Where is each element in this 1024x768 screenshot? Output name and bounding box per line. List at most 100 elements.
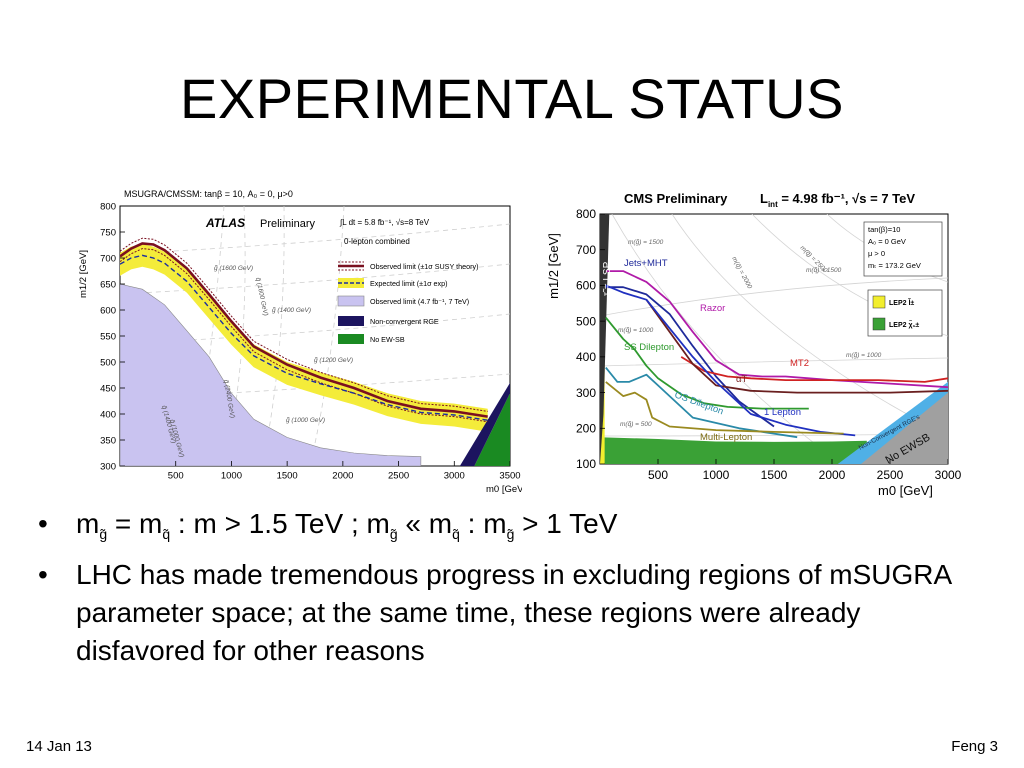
atlas-contour-label: g̃ (1000 GeV) [286,417,325,424]
atlas-legend: Observed limit (±1σ SUSY theory) Expecte… [337,261,479,344]
x-tick-label: 2500 [877,468,904,482]
series-expected-band [120,244,488,432]
cms-legend: LEP2 l̃± LEP2 χ̃₁± [867,289,943,337]
bullet-text: mg̃ = mq̃ : m > 1.5 TeV ; mg̃ « mq̃ : mg… [76,508,618,542]
atlas-xlabel: m0 [GeV] [486,484,522,495]
y-tick-label: 300 [576,386,596,400]
bullet-marker: • [38,559,48,590]
atlas-header: MSUGRA/CMSSM: tanβ = 10, A₀ = 0, μ>0 [124,189,293,199]
series-line [680,356,948,383]
cms-plot-svg: CMS Preliminary Lint = 4.98 fb⁻¹, √s = 7… [546,191,962,498]
cms-contour-label: m(q̃) = 1500 [806,267,842,274]
y-tick-label: 300 [100,461,116,472]
series-old-limit-area [120,283,422,466]
legend-swatch [338,334,364,344]
atlas-channel: 0-lepton combined [344,237,410,246]
x-tick-label: 3000 [444,471,465,482]
cms-param: μ > 0 [868,249,885,258]
series-observed-plus [120,237,488,412]
y-tick-label: 350 [100,435,116,446]
cms-curve-label: 1 Lepton [764,407,801,418]
x-tick-label: 500 [168,471,184,482]
x-tick-label: 1000 [703,468,730,482]
stau-lsp-region [600,214,610,464]
legend-swatch [872,295,886,309]
legend-swatch [337,295,365,307]
cms-curve-label: SS Dilepton [624,342,674,353]
slide-title: EXPERIMENTAL STATUS [180,67,844,130]
cms-exclusion-plot: CMS Preliminary Lint = 4.98 fb⁻¹, √s = 7… [542,186,968,500]
lep-chargino-region [600,437,867,464]
bullet-item: • LHC has made tremendous progress in ex… [38,556,988,670]
cms-param: A₀ = 0 GeV [868,237,906,246]
atlas-exclusion-plot: MSUGRA/CMSSM: tanβ = 10, A₀ = 0, μ>0 g̃ … [74,184,526,500]
x-tick-label: 500 [648,468,668,482]
cms-contour-label: m(q̃) = 1000 [618,327,654,334]
series-observed-minus [120,248,488,423]
y-tick-label: 600 [100,305,116,316]
y-tick-label: 800 [100,201,116,212]
footer-page: Feng 3 [951,738,998,755]
x-tick-label: 2000 [819,468,846,482]
legend-swatch [872,317,886,331]
atlas-legend-label: Observed limit (4.7 fb⁻¹, 7 TeV) [370,297,469,306]
bullet-item: • mg̃ = mq̃ : m > 1.5 TeV ; mg̃ « mq̃ : … [38,505,988,553]
y-tick-label: 600 [576,279,596,293]
atlas-contour-label: g̃ (1200 GeV) [314,357,353,364]
atlas-brand-suffix: Preliminary [260,218,316,230]
y-tick-label: 200 [576,421,596,435]
x-tick-label: 3500 [499,471,520,482]
series-line [645,299,948,394]
cms-curve-label: Razor [700,303,725,314]
atlas-legend-label: Observed limit (±1σ SUSY theory) [370,262,479,271]
y-tick-label: 700 [576,243,596,257]
y-tick-label: 500 [576,314,596,328]
cms-curve-label: Multi-Lepton [700,432,752,443]
footer-date: 14 Jan 13 [26,738,92,755]
cms-legend-label: LEP2 χ̃₁± [889,321,919,329]
cms-contour-label: m(g̃) = 1000 [846,352,882,359]
cms-curve-label: MT2 [790,358,809,369]
atlas-legend-label: Non-convergent RGE [370,317,439,326]
x-tick-label: 1500 [277,471,298,482]
y-tick-label: 400 [576,350,596,364]
atlas-legend-label: No EW-SB [370,335,405,344]
atlas-contour-label: g̃ (1400 GeV) [272,307,311,314]
y-tick-label: 750 [100,227,116,238]
no-ewsb-region [861,392,948,464]
series-line [605,286,775,428]
y-tick-label: 700 [100,253,116,264]
y-tick-label: 500 [100,357,116,368]
series-observed [120,242,488,418]
atlas-contour-label: g̃ (1600 GeV) [214,265,253,272]
y-tick-label: 400 [100,409,116,420]
cms-curve-label: αT [736,374,747,385]
y-tick-label: 800 [576,207,596,221]
bullet-marker: • [38,508,48,539]
x-tick-label: 1500 [761,468,788,482]
bullet-text: LHC has made tremendous progress in excl… [76,559,951,666]
atlas-lumi: ∫L dt = 5.8 fb⁻¹, √s=8 TeV [339,218,430,227]
y-tick-label: 650 [100,279,116,290]
y-tick-label: 550 [100,331,116,342]
y-tick-label: 100 [576,457,596,471]
cms-param: mₜ = 173.2 GeV [868,261,921,270]
cms-curve-label: τ̃ = LSP [602,261,613,296]
atlas-legend-label: Expected limit (±1σ exp) [370,279,448,288]
atlas-ylabel: m1/2 [GeV] [78,250,89,298]
cms-header: CMS Preliminary [624,191,728,206]
bullet-list: • mg̃ = mq̃ : m > 1.5 TeV ; mg̃ « mq̃ : … [38,505,988,670]
cms-legend-label: LEP2 l̃± [889,299,914,307]
series-expected [120,254,488,421]
no-ewsb-region [474,393,510,466]
legend-swatch [338,316,364,326]
y-tick-label: 450 [100,383,116,394]
cms-params-box: tan(β)=10 A₀ = 0 GeV μ > 0 mₜ = 173.2 Ge… [863,221,943,277]
x-tick-label: 1000 [221,471,242,482]
x-tick-label: 2000 [332,471,353,482]
atlas-plot-svg: MSUGRA/CMSSM: tanβ = 10, A₀ = 0, μ>0 g̃ … [78,189,526,495]
atlas-brand: ATLAS [205,216,245,230]
cms-contour-label: m(q̃) = 500 [620,421,652,428]
cms-ylabel: m1/2 [GeV] [546,233,561,299]
cms-curve-label: Jets+MHT [624,258,668,269]
